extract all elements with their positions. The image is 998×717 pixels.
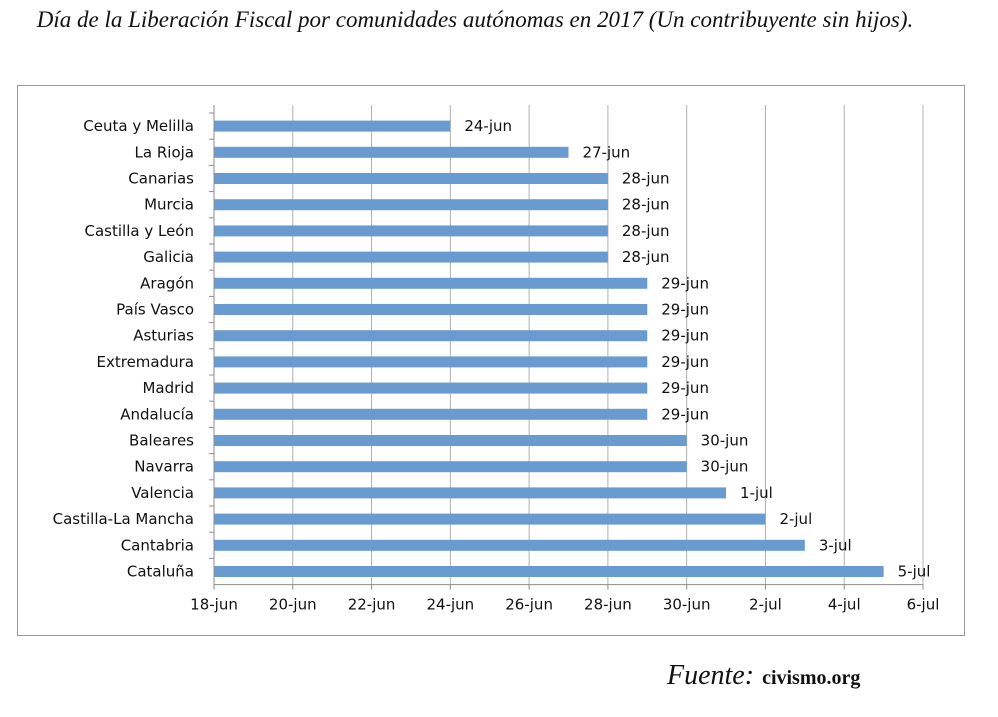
category-label: País Vasco: [116, 301, 194, 319]
bar: [214, 225, 608, 237]
data-label: 28-jun: [622, 196, 670, 214]
data-label: 30-jun: [701, 432, 749, 450]
category-label: Extremadura: [97, 353, 195, 371]
source-note: Fuente: civismo.org: [667, 660, 860, 692]
x-tick-label: 26-jun: [505, 596, 553, 614]
data-label: 27-jun: [583, 143, 631, 161]
bar: [214, 173, 608, 184]
x-tick-label: 20-jun: [269, 596, 317, 614]
bar: [214, 566, 884, 577]
x-tick-label: 24-jun: [426, 596, 474, 614]
gridlines: [292, 105, 924, 585]
x-tick-label: 30-jun: [663, 596, 711, 614]
bar: [214, 199, 608, 211]
data-label: 28-jun: [622, 248, 670, 266]
data-label: 29-jun: [661, 405, 709, 423]
bar: [214, 356, 648, 368]
category-label: Aragón: [140, 274, 194, 292]
category-label: Andalucía: [120, 405, 194, 423]
category-label: Valencia: [131, 484, 194, 502]
data-label: 5-jul: [898, 563, 931, 581]
category-label: Ceuta y Melilla: [83, 117, 194, 135]
category-label: Murcia: [144, 196, 194, 214]
category-label: Baleares: [129, 432, 194, 450]
bar: [214, 146, 569, 158]
bar: [214, 304, 648, 315]
x-tick-label: 4-jul: [828, 596, 861, 614]
axes: 18-jun 20-jun 22-jun 24-jun 26-jun 28-jun 30-j…: [190, 105, 939, 614]
category-label: Cantabria: [121, 536, 194, 554]
data-label: 24-jun: [464, 117, 512, 135]
bar: [214, 277, 648, 289]
x-tick-label: 22-jun: [348, 596, 396, 614]
source-label: Fuente:: [667, 660, 755, 691]
data-labels: Ceuta y Melilla 24-jun La Rioja 27-jun Canar…: [53, 117, 931, 580]
data-label: 3-jul: [819, 536, 852, 554]
bars: [214, 120, 884, 577]
category-label: Castilla y León: [85, 222, 194, 240]
category-label: Cataluña: [127, 563, 194, 581]
x-tick-label: 6-jul: [907, 596, 940, 614]
x-tick-label: 18-jun: [190, 596, 238, 614]
bar: [214, 120, 451, 132]
bar: [214, 461, 687, 473]
data-label: 28-jun: [622, 170, 670, 188]
category-label: Canarias: [128, 170, 194, 188]
data-label: 30-jun: [701, 458, 749, 476]
x-tick-label: 2-jul: [749, 596, 782, 614]
data-label: 29-jun: [661, 301, 709, 319]
bar: [214, 513, 766, 525]
bar: [214, 251, 608, 263]
data-label: 29-jun: [661, 379, 709, 397]
bar: [214, 408, 648, 420]
bar: [214, 487, 727, 499]
data-label: 2-jul: [779, 510, 812, 528]
category-label: Navarra: [134, 458, 194, 476]
data-label: 1-jul: [740, 484, 773, 502]
chart-frame: Ceuta y Melilla 24-jun La Rioja 27-jun Canar…: [17, 85, 965, 636]
category-label: Madrid: [142, 379, 194, 397]
data-label: 28-jun: [622, 222, 670, 240]
data-label: 29-jun: [661, 274, 709, 292]
category-label: La Rioja: [135, 143, 194, 161]
source-site: civismo.org: [762, 667, 861, 689]
category-label: Asturias: [133, 327, 194, 345]
data-label: 29-jun: [661, 327, 709, 345]
bar: [214, 382, 648, 394]
category-label: Galicia: [143, 248, 194, 266]
chart-title: Día de la Liberación Fiscal por comunida…: [36, 7, 914, 32]
data-label: 29-jun: [661, 353, 709, 371]
bar-chart: Ceuta y Melilla 24-jun La Rioja 27-jun Canar…: [53, 105, 939, 614]
bar: [214, 539, 805, 551]
bar: [214, 330, 648, 342]
bar: [214, 435, 687, 446]
category-label: Castilla-La Mancha: [53, 510, 194, 528]
x-tick-label: 28-jun: [584, 596, 632, 614]
